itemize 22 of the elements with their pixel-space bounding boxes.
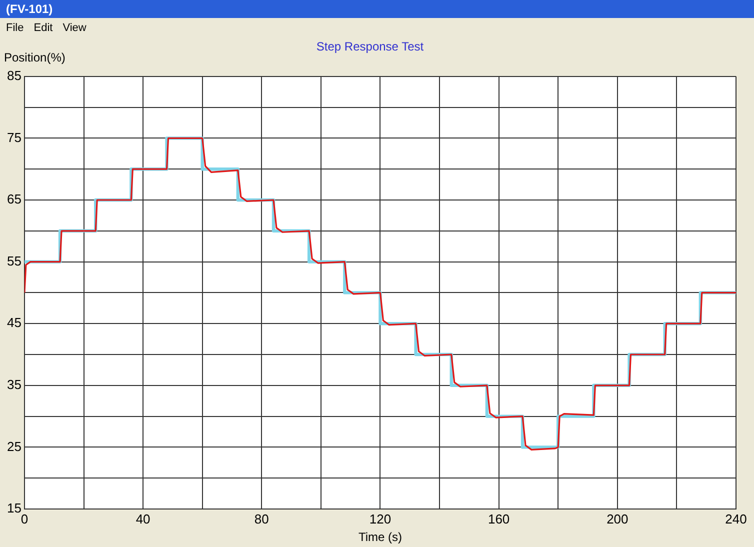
- text: Edit: [34, 22, 53, 34]
- y-tick-label: 35: [6, 376, 22, 392]
- y-tick-label: 45: [6, 315, 22, 330]
- x-tick-label: 0: [20, 511, 28, 526]
- x-tick-label: 40: [136, 511, 150, 526]
- x-axis-title: Time (s): [358, 530, 402, 544]
- text: File: [6, 22, 24, 34]
- chart-title: Step Response Test: [316, 40, 424, 54]
- y-tick-label: 15: [6, 500, 22, 516]
- x-tick-label: 120: [369, 511, 392, 526]
- text: (FV-101): [6, 2, 53, 16]
- y-tick-label: 25: [6, 438, 22, 454]
- y-tick-label: 85: [6, 68, 22, 83]
- y-tick-label: 65: [6, 192, 22, 207]
- x-tick-label: 240: [725, 511, 747, 526]
- y-tick-label: 55: [6, 253, 22, 268]
- y-tick-label: 75: [6, 130, 22, 145]
- x-tick-label: 160: [488, 511, 510, 526]
- x-tick-label: 200: [606, 511, 628, 526]
- x-tick-label: 80: [254, 511, 269, 526]
- y-axis-title: Position(%): [4, 50, 66, 65]
- text: View: [62, 22, 86, 34]
